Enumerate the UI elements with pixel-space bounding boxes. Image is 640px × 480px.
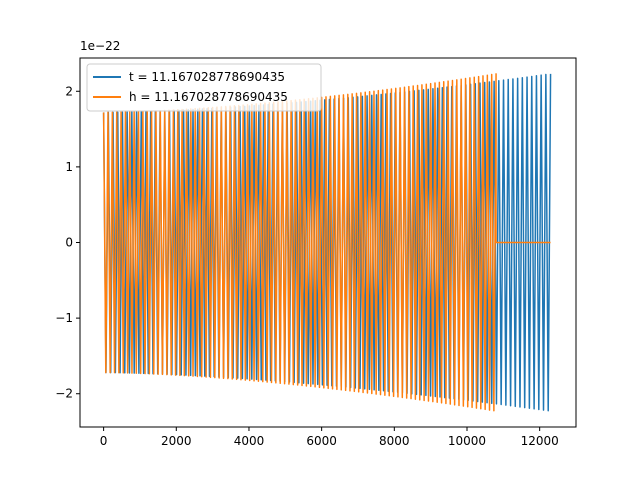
legend-box: [86, 63, 322, 112]
y-tick-label: 0: [65, 236, 73, 250]
x-tick-label: 2000: [161, 434, 192, 448]
y-tick-label: 1: [65, 160, 73, 174]
x-tick-label: 8000: [379, 434, 410, 448]
y-tick-label: 2: [65, 84, 73, 98]
y-axis: −2 −1 0 1 2: [55, 84, 80, 401]
x-tick-label: 12000: [521, 434, 559, 448]
x-tick-label: 6000: [306, 434, 337, 448]
y-tick-label: −2: [55, 387, 73, 401]
x-tick-label: 0: [100, 434, 108, 448]
legend-label-h: h = 11.167028778690435: [129, 90, 288, 104]
x-axis: 0 2000 4000 6000 8000 10000 12000: [100, 427, 559, 448]
series-layer: [102, 73, 552, 412]
series-line-h: [102, 73, 551, 412]
y-tick-label: −1: [55, 311, 73, 325]
legend-label-t: t = 11.167028778690435: [129, 70, 285, 84]
legend: t = 11.167028778690435 h = 11.1670287786…: [86, 63, 322, 112]
x-tick-label: 4000: [234, 434, 265, 448]
y-offset-text: 1e−22: [80, 39, 120, 53]
x-tick-label: 10000: [448, 434, 486, 448]
